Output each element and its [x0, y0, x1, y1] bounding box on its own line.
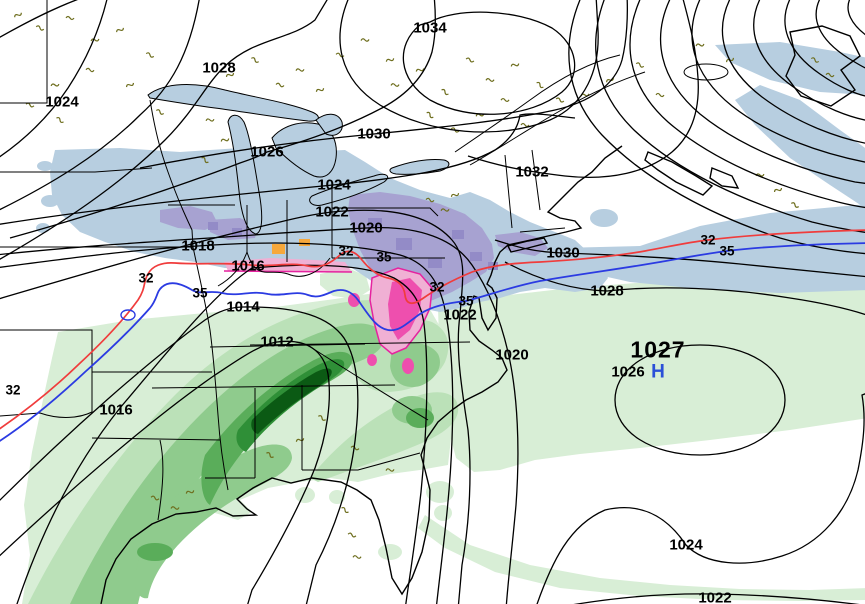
high-pressure-center: 1027 H	[630, 336, 686, 383]
terrain-mark	[170, 506, 180, 510]
terrain-mark	[185, 490, 195, 494]
temperature-label: 32	[138, 270, 154, 286]
terrain-mark	[275, 82, 285, 88]
terrain-mark	[116, 27, 124, 33]
terrain-mark	[390, 83, 400, 87]
pressure-label: 1026	[611, 363, 645, 381]
pressure-label: 1022	[443, 306, 477, 324]
terrain-mark	[318, 415, 326, 421]
terrain-mark	[251, 57, 259, 63]
temperature-label: 32	[5, 382, 21, 398]
great-lakes	[147, 84, 450, 235]
terrain-mark	[350, 445, 360, 451]
terrain-mark	[220, 138, 230, 142]
terrain-mark	[520, 122, 530, 128]
terrain-mark	[426, 111, 434, 119]
terrain-mark	[415, 68, 425, 72]
terrain-mark	[825, 72, 835, 78]
terrain-mark	[485, 78, 495, 82]
terrain-mark	[56, 116, 64, 124]
terrain-mark	[125, 82, 135, 88]
terrain-mark	[475, 113, 485, 117]
terrain-mark	[150, 495, 160, 501]
terrain-mark	[335, 52, 345, 58]
terrain-mark	[145, 52, 155, 58]
terrain-mark	[500, 97, 510, 103]
terrain-mark	[555, 97, 565, 103]
pressure-label: 1026	[250, 143, 284, 161]
terrain-mark	[14, 12, 22, 18]
pressure-label: 1016	[231, 257, 265, 275]
pressure-label: 1028	[590, 282, 624, 300]
temperature-label: 35	[192, 285, 208, 301]
terrain-mark	[315, 88, 325, 92]
terrain-mark	[450, 193, 460, 197]
terrain-mark	[441, 88, 449, 96]
terrain-mark	[341, 506, 349, 514]
pressure-label: 1024	[317, 176, 351, 194]
terrain-mark	[90, 38, 100, 42]
terrain-mark	[295, 68, 305, 72]
terrain-mark	[425, 197, 435, 203]
pressure-label: 1034	[413, 19, 447, 37]
pressure-label: 1032	[515, 163, 549, 181]
pressure-label: 1020	[349, 219, 383, 237]
terrain-mark	[201, 156, 209, 164]
terrain-mark	[440, 208, 450, 212]
freezing-line-32f	[0, 229, 865, 430]
terrain-mark	[352, 555, 362, 559]
pressure-label: 1012	[260, 333, 294, 351]
pressure-label: 1024	[669, 536, 703, 554]
terrain-mark	[385, 468, 395, 472]
pressure-label: 1030	[357, 125, 391, 143]
temperature-label: 32	[700, 232, 716, 248]
high-pressure-value: 1027	[630, 336, 686, 363]
terrain-mark	[773, 187, 783, 193]
pressure-label: 1020	[495, 346, 529, 364]
temperature-label: 35	[719, 243, 735, 259]
terrain-mark	[85, 67, 95, 73]
pressure-label: 1016	[99, 401, 133, 419]
terrain-mark	[790, 202, 800, 208]
pressure-label: 1018	[181, 237, 215, 255]
pressure-label: 1024	[45, 93, 79, 111]
temperature-label: 35	[376, 249, 392, 265]
terrain-mark	[810, 57, 820, 63]
terrain-mark	[695, 43, 705, 47]
terrain-mark	[536, 81, 544, 89]
terrain-mark	[655, 92, 665, 98]
snow-shading	[36, 42, 865, 312]
isotherm-35f	[0, 242, 865, 442]
terrain-mark	[385, 58, 395, 62]
terrain-mark	[225, 72, 235, 78]
terrain-mark	[295, 438, 305, 442]
terrain-mark	[205, 118, 215, 122]
terrain-mark	[755, 173, 765, 177]
terrain-mark	[65, 15, 75, 21]
mixed-precip-shading	[223, 239, 433, 374]
terrain-mark	[510, 63, 520, 67]
pressure-label: 1028	[202, 59, 236, 77]
terrain-mark	[347, 532, 357, 538]
temperature-label: 32	[429, 279, 445, 295]
terrain-mark	[360, 38, 370, 42]
pressure-label: 1022	[315, 203, 349, 221]
terrain-mark	[266, 452, 274, 458]
terrain-mark	[155, 109, 165, 115]
terrain-mark	[465, 57, 475, 63]
pressure-label: 1022	[698, 589, 732, 604]
pressure-label: 1014	[226, 298, 260, 316]
high-pressure-symbol: H	[651, 361, 665, 383]
temperature-label: 32	[338, 243, 354, 259]
pressure-label: 1030	[546, 244, 580, 262]
terrain-mark	[635, 62, 645, 68]
terrain-mark	[606, 77, 614, 83]
temperature-label: 35	[458, 293, 474, 309]
terrain-mark	[50, 83, 60, 87]
terrain-mark	[35, 25, 45, 31]
